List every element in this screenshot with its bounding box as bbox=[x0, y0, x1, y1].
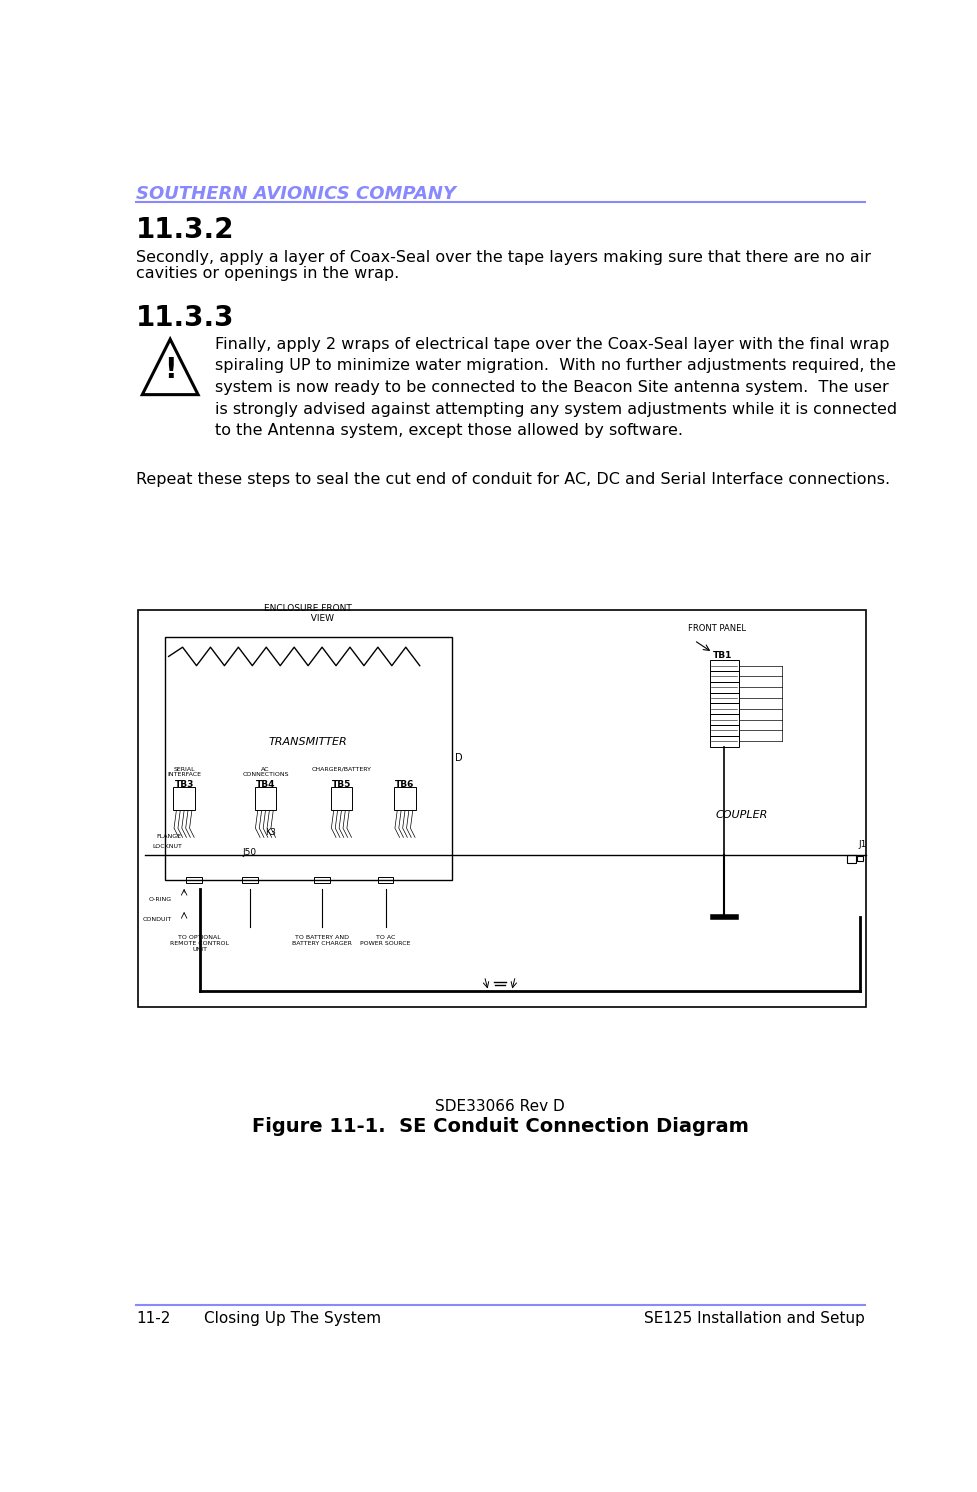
Bar bbox=[709, 736, 739, 746]
Bar bbox=[709, 671, 739, 682]
Bar bbox=[378, 877, 394, 883]
Text: TO OPTIONAL
REMOTE CONTROL
UNIT: TO OPTIONAL REMOTE CONTROL UNIT bbox=[170, 935, 230, 952]
Text: TO AC
POWER SOURCE: TO AC POWER SOURCE bbox=[361, 935, 411, 946]
Text: K3: K3 bbox=[266, 828, 276, 837]
Text: SDE33066 Rev D: SDE33066 Rev D bbox=[436, 1100, 566, 1115]
Text: Repeat these steps to seal the cut end of conduit for AC, DC and Serial Interfac: Repeat these steps to seal the cut end o… bbox=[136, 471, 890, 486]
Bar bbox=[165, 637, 451, 880]
Text: SERIAL
INTERFACE: SERIAL INTERFACE bbox=[167, 767, 201, 777]
Text: TRANSMITTER: TRANSMITTER bbox=[269, 737, 348, 747]
Text: 11.3.3: 11.3.3 bbox=[136, 304, 234, 331]
Text: Finally, apply 2 wraps of electrical tape over the Coax-Seal layer with the fina: Finally, apply 2 wraps of electrical tap… bbox=[215, 337, 897, 439]
Bar bbox=[709, 703, 739, 715]
Text: Figure 11-1.  SE Conduit Connection Diagram: Figure 11-1. SE Conduit Connection Diagr… bbox=[252, 1118, 748, 1135]
Bar bbox=[138, 610, 867, 1007]
Text: 11.3.2: 11.3.2 bbox=[136, 216, 234, 245]
Text: Closing Up The System: Closing Up The System bbox=[203, 1311, 381, 1326]
Text: D: D bbox=[455, 753, 463, 764]
Text: CHARGER/BATTERY: CHARGER/BATTERY bbox=[312, 767, 371, 771]
Text: Secondly, apply a layer of Coax-Seal over the tape layers making sure that there: Secondly, apply a layer of Coax-Seal ove… bbox=[136, 249, 871, 266]
Text: FLANGE: FLANGE bbox=[156, 834, 182, 840]
Bar bbox=[857, 856, 863, 861]
Text: LOCKNUT: LOCKNUT bbox=[152, 843, 182, 849]
Bar bbox=[709, 715, 739, 725]
Bar bbox=[709, 692, 739, 703]
Text: FRONT PANEL: FRONT PANEL bbox=[688, 624, 745, 633]
Text: !: ! bbox=[164, 355, 177, 383]
Text: ENCLOSURE FRONT
          VIEW: ENCLOSURE FRONT VIEW bbox=[264, 604, 352, 624]
Bar bbox=[242, 877, 258, 883]
Bar bbox=[255, 788, 276, 810]
Text: TB6: TB6 bbox=[396, 780, 414, 789]
Bar bbox=[394, 788, 416, 810]
Bar bbox=[847, 855, 856, 862]
Bar bbox=[187, 877, 202, 883]
Text: AC
CONNECTIONS: AC CONNECTIONS bbox=[242, 767, 289, 777]
Text: SOUTHERN AVIONICS COMPANY: SOUTHERN AVIONICS COMPANY bbox=[136, 185, 456, 203]
Text: TB5: TB5 bbox=[332, 780, 351, 789]
Bar bbox=[330, 788, 353, 810]
Bar bbox=[315, 877, 330, 883]
Bar bbox=[173, 788, 195, 810]
Text: 11-2: 11-2 bbox=[136, 1311, 170, 1326]
Text: J50: J50 bbox=[242, 847, 256, 858]
Bar bbox=[709, 661, 739, 671]
Text: TB4: TB4 bbox=[256, 780, 276, 789]
Text: SE125 Installation and Setup: SE125 Installation and Setup bbox=[645, 1311, 866, 1326]
Text: CONDUIT: CONDUIT bbox=[143, 916, 172, 922]
Bar bbox=[709, 725, 739, 736]
Text: TB3: TB3 bbox=[175, 780, 193, 789]
Text: COUPLER: COUPLER bbox=[716, 810, 768, 821]
Text: J1: J1 bbox=[858, 840, 867, 849]
Text: TB1: TB1 bbox=[712, 651, 732, 659]
Bar bbox=[709, 682, 739, 692]
Text: TO BATTERY AND
BATTERY CHARGER: TO BATTERY AND BATTERY CHARGER bbox=[292, 935, 352, 946]
Text: O-RING: O-RING bbox=[149, 897, 172, 901]
Text: cavities or openings in the wrap.: cavities or openings in the wrap. bbox=[136, 266, 400, 280]
